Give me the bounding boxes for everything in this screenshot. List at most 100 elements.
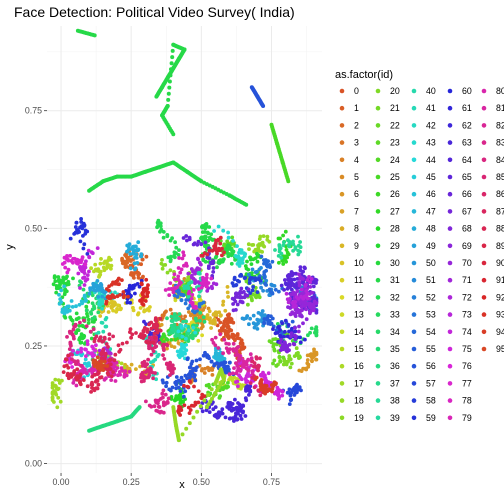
- legend-key-26: [375, 191, 381, 197]
- data-point: [78, 279, 82, 284]
- data-point: [230, 248, 234, 253]
- data-point: [93, 262, 98, 267]
- data-point: [236, 401, 240, 405]
- data-point: [223, 415, 228, 420]
- data-point: [295, 382, 299, 387]
- data-point: [111, 370, 115, 374]
- data-point: [308, 309, 312, 314]
- data-point: [240, 345, 245, 350]
- x-axis-title: x: [179, 479, 185, 491]
- data-point: [158, 221, 163, 226]
- data-point: [262, 272, 266, 277]
- legend-key-79: [447, 415, 453, 421]
- data-point: [83, 262, 88, 267]
- data-point: [74, 362, 78, 366]
- data-point: [191, 242, 196, 247]
- data-point: [184, 319, 189, 324]
- data-point: [137, 284, 142, 289]
- data-point: [85, 342, 90, 347]
- data-point: [260, 313, 265, 318]
- data-point: [255, 290, 260, 294]
- data-point: [211, 270, 216, 274]
- legend-key-53: [411, 312, 417, 317]
- data-point: [199, 262, 203, 267]
- data-point: [232, 419, 236, 423]
- data-point: [230, 235, 235, 240]
- legend-label-44: 44: [426, 155, 436, 165]
- data-point: [176, 325, 181, 330]
- data-point: [83, 295, 87, 300]
- track-56-points: [249, 85, 266, 108]
- data-point: [216, 318, 221, 322]
- data-point: [122, 259, 127, 264]
- legend-key-31: [375, 277, 381, 283]
- data-point: [216, 224, 221, 229]
- data-point: [62, 364, 67, 369]
- data-point: [91, 327, 96, 332]
- legend-label-70: 70: [462, 258, 472, 268]
- legend-key-64: [447, 157, 453, 163]
- data-point: [102, 363, 107, 368]
- data-point: [282, 342, 286, 346]
- data-point: [286, 305, 290, 309]
- data-point: [214, 254, 219, 259]
- data-point: [89, 390, 93, 394]
- data-point: [314, 310, 319, 315]
- data-point: [98, 366, 103, 370]
- data-point: [166, 91, 171, 96]
- data-point: [81, 287, 86, 292]
- data-point: [212, 229, 217, 233]
- data-point: [283, 318, 288, 323]
- data-point: [216, 412, 220, 416]
- data-point: [144, 254, 149, 259]
- data-point: [250, 369, 255, 374]
- data-point: [291, 311, 296, 316]
- data-point: [169, 365, 174, 370]
- data-point: [301, 279, 305, 284]
- data-point: [158, 316, 163, 321]
- data-point: [222, 356, 227, 361]
- data-point: [54, 290, 59, 295]
- data-point: [153, 316, 158, 320]
- data-point: [171, 290, 176, 295]
- data-point: [202, 319, 207, 324]
- legend-label-41: 41: [426, 103, 436, 113]
- data-point: [211, 393, 216, 398]
- series-78-points: [186, 272, 214, 310]
- data-point: [81, 234, 85, 238]
- data-point: [303, 283, 308, 287]
- data-point: [255, 251, 259, 256]
- data-point: [159, 322, 164, 327]
- data-point: [285, 297, 290, 302]
- data-point: [68, 236, 73, 241]
- data-point: [226, 253, 231, 257]
- data-point: [209, 232, 214, 237]
- legend-key-76: [447, 363, 453, 369]
- data-point: [75, 359, 80, 364]
- data-point: [182, 403, 187, 408]
- data-point: [278, 246, 283, 251]
- data-point: [131, 252, 136, 256]
- data-point: [231, 332, 236, 337]
- data-point: [289, 390, 294, 395]
- data-point: [81, 246, 86, 251]
- data-point: [200, 237, 205, 242]
- data-point: [106, 345, 110, 349]
- data-point: [279, 251, 284, 256]
- data-point: [284, 291, 289, 296]
- data-point: [297, 272, 301, 277]
- data-point: [234, 293, 239, 298]
- legend-key-88: [481, 226, 487, 231]
- data-point: [287, 277, 291, 281]
- data-point: [169, 314, 174, 319]
- data-point: [122, 365, 127, 369]
- data-point: [301, 321, 305, 326]
- data-point: [152, 404, 157, 409]
- data-point: [174, 386, 179, 391]
- data-point: [291, 300, 296, 305]
- data-point: [229, 328, 234, 333]
- data-point: [204, 284, 209, 289]
- data-point: [207, 264, 211, 269]
- data-point: [186, 306, 191, 311]
- data-point: [166, 97, 171, 102]
